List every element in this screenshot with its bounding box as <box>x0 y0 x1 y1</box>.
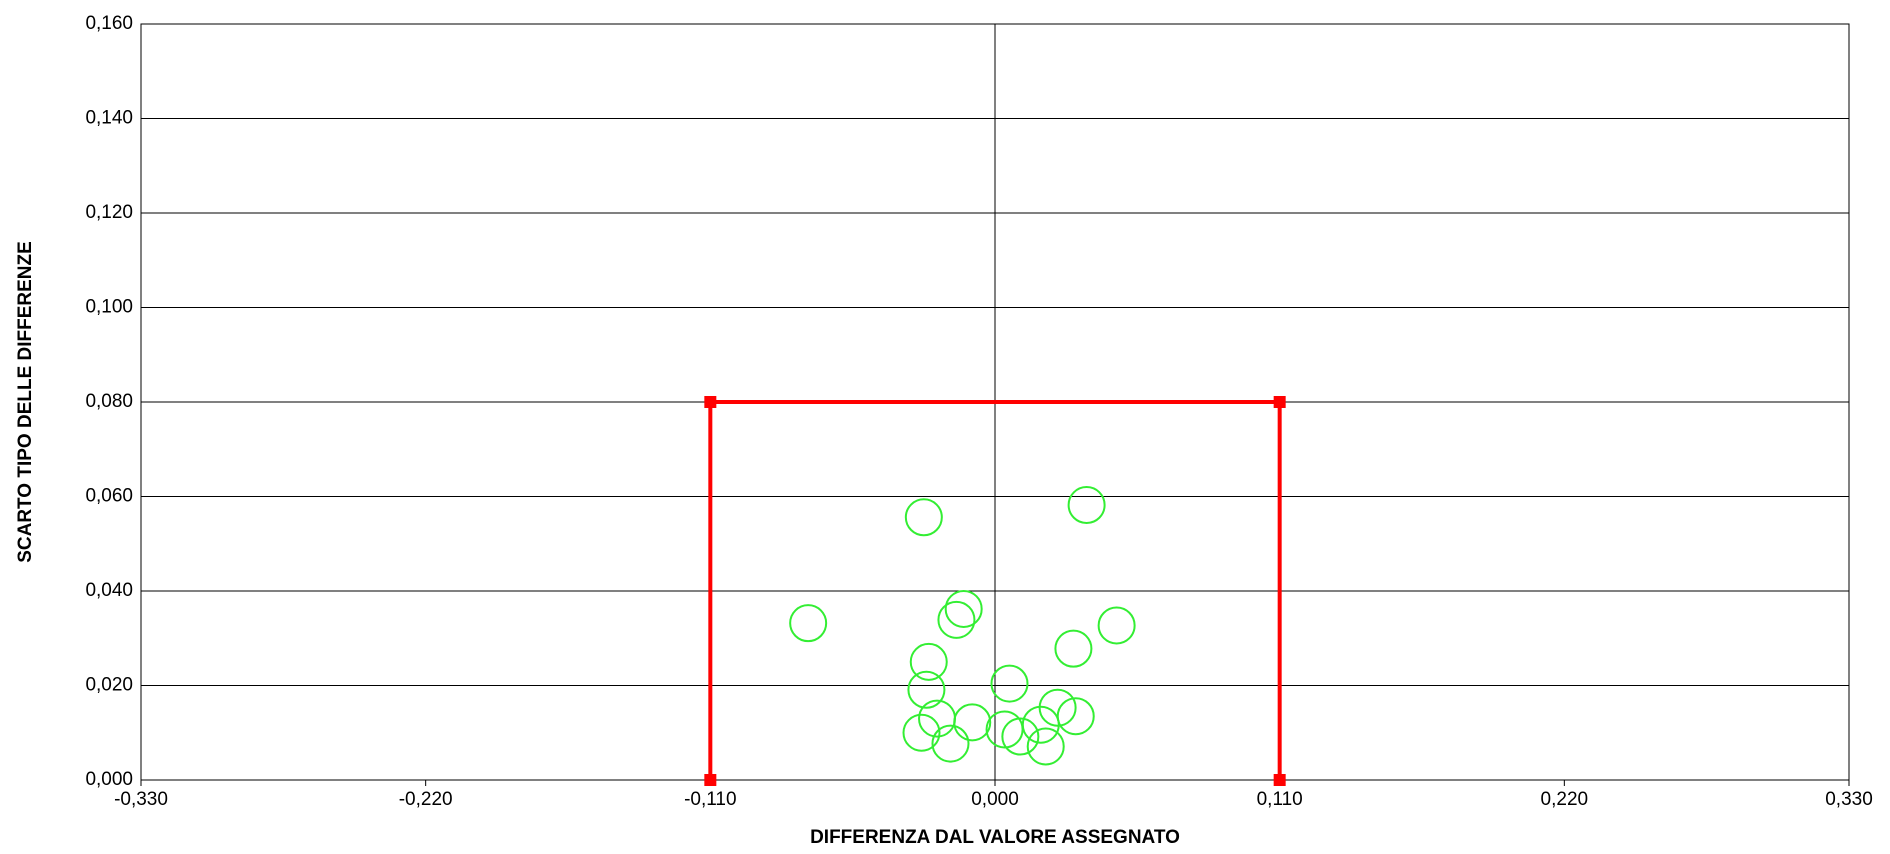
marker <box>1273 774 1286 786</box>
marker <box>1001 717 1040 756</box>
marker <box>953 703 992 742</box>
marker <box>902 713 941 752</box>
y-tick-label: 0,160 <box>85 13 133 34</box>
marker <box>931 724 970 763</box>
y-tick-label: 0,140 <box>85 108 133 129</box>
marker <box>937 600 976 639</box>
x-axis-title: DIFFERENZA DAL VALORE ASSEGNATO <box>810 827 1180 848</box>
y-axis-title: SCARTO TIPO DELLE DIFFERENZE <box>15 241 36 563</box>
y-tick-label: 0,060 <box>85 486 133 507</box>
y-tick-label: 0,040 <box>85 580 133 601</box>
marker <box>704 774 717 786</box>
marker <box>789 604 828 643</box>
series-line <box>708 400 1282 780</box>
marker <box>904 498 943 537</box>
marker <box>907 670 946 709</box>
marker <box>1273 396 1286 408</box>
x-tick-label: 0,220 <box>1541 789 1589 810</box>
marker <box>990 664 1029 703</box>
x-tick-label: 0,110 <box>1257 789 1303 810</box>
marker <box>1097 606 1136 645</box>
y-tick-label: 0,120 <box>85 202 133 223</box>
marker <box>944 589 983 628</box>
x-tick-label: 0,000 <box>971 789 1019 810</box>
x-tick-label: -0,220 <box>399 789 453 810</box>
y-tick-label: 0,100 <box>85 297 133 318</box>
y-tick-label: 0,000 <box>85 769 133 790</box>
marker <box>909 642 948 681</box>
y-tick-label: 0,080 <box>85 391 133 412</box>
x-tick-label: 0,330 <box>1825 789 1873 810</box>
marker <box>1067 486 1106 525</box>
marker <box>704 396 717 408</box>
marker <box>1054 629 1093 668</box>
marker <box>1026 727 1065 766</box>
x-tick-label: -0,110 <box>684 789 736 810</box>
y-tick-label: 0,020 <box>85 675 133 696</box>
x-tick-label: -0,330 <box>114 789 168 810</box>
plot-border <box>140 23 1850 781</box>
marker <box>985 710 1024 749</box>
